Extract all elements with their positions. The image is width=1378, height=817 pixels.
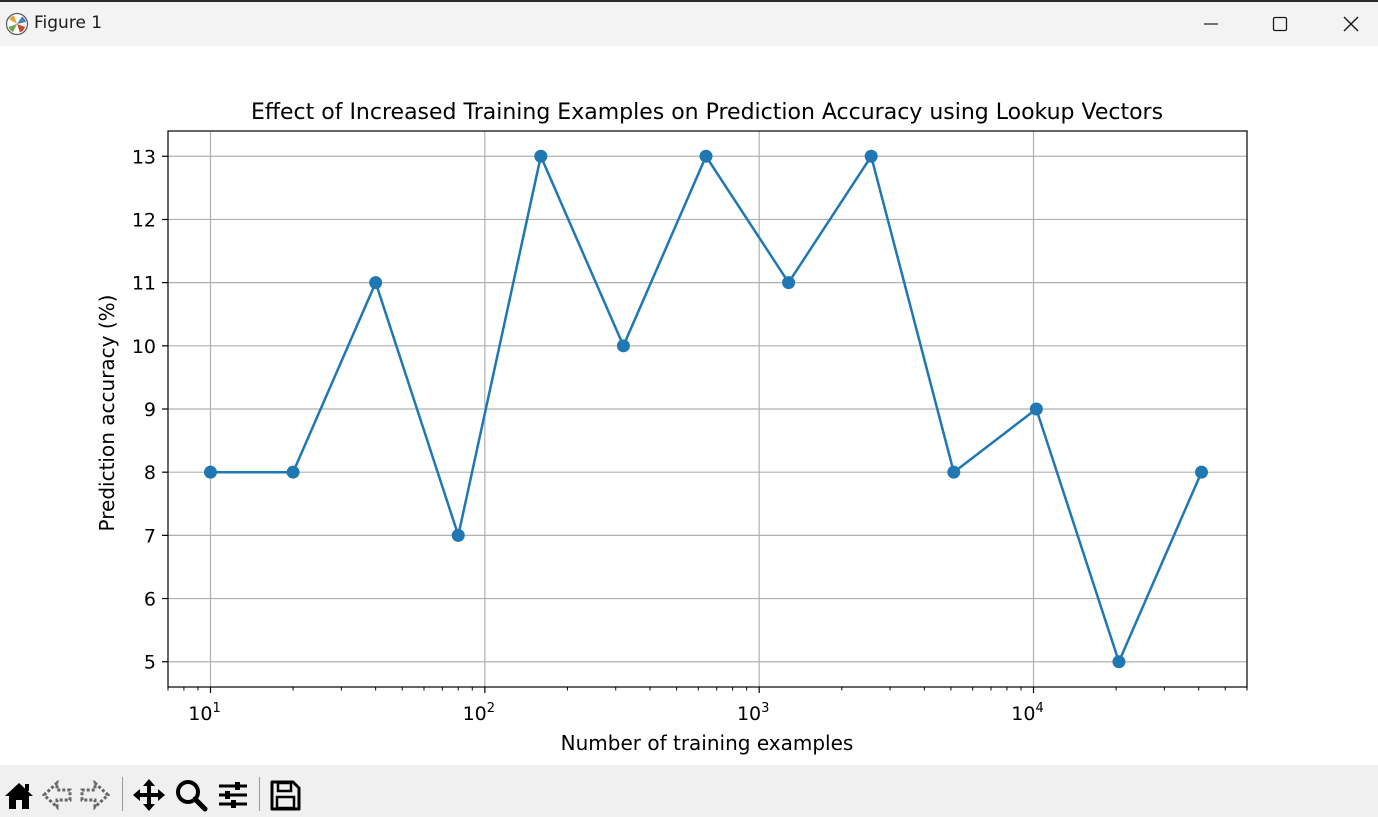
toolbar-separator [122, 777, 123, 811]
save-button[interactable] [266, 776, 304, 814]
home-icon [5, 783, 33, 809]
y-tick-label: 11 [132, 273, 156, 295]
data-point-marker [451, 528, 465, 542]
close-button[interactable] [1316, 2, 1378, 46]
chart-title: Effect of Increased Training Examples on… [251, 100, 1163, 125]
forward-arrow-icon [80, 779, 111, 811]
data-point-marker [1112, 655, 1126, 669]
data-point-marker [1195, 465, 1209, 479]
y-tick-label: 6 [144, 589, 156, 611]
pan-button[interactable] [130, 776, 168, 814]
y-axis-ticks: 5 6 7 8 9 10 11 12 13 [132, 146, 168, 674]
matplotlib-logo-icon [5, 12, 29, 36]
save-disk-icon [270, 780, 301, 811]
configure-subplots-icon [219, 782, 247, 808]
data-point-marker [1029, 402, 1043, 416]
x-axis-ticks: 101 102 103 104 [188, 687, 1044, 725]
window-titlebar: Figure 1 [0, 0, 1378, 46]
y-axis-label: Prediction accuracy (%) [95, 295, 119, 532]
data-point-marker [369, 276, 383, 290]
pan-move-icon [133, 779, 165, 811]
y-tick-label: 12 [132, 209, 156, 231]
data-point-marker [286, 465, 300, 479]
data-point-marker [864, 149, 878, 163]
x-minor-ticks [167, 687, 1248, 691]
y-tick-label: 10 [132, 336, 156, 358]
x-axis-label: Number of training examples [561, 731, 854, 755]
minimize-button[interactable] [1176, 2, 1246, 46]
data-point-marker [947, 465, 961, 479]
data-point-marker [782, 276, 796, 290]
data-point-marker [616, 339, 630, 353]
x-tick-label: 104 [1011, 701, 1043, 725]
figure-canvas[interactable]: Effect of Increased Training Examples on… [0, 46, 1378, 765]
back-button[interactable] [38, 776, 76, 814]
forward-button[interactable] [76, 776, 114, 814]
configure-subplots-button[interactable] [214, 776, 252, 814]
maximize-icon [1272, 16, 1288, 32]
plot-area-frame [167, 130, 1248, 688]
x-tick-label: 103 [737, 701, 769, 725]
zoom-magnifier-icon [176, 780, 208, 812]
y-tick-label: 7 [144, 525, 156, 547]
x-tick-label: 101 [188, 701, 220, 725]
back-arrow-icon [41, 779, 72, 811]
close-icon [1343, 16, 1359, 32]
y-tick-label: 13 [132, 146, 156, 168]
home-button[interactable] [0, 776, 38, 814]
y-tick-label: 5 [144, 652, 156, 674]
line-chart: Effect of Increased Training Examples on… [95, 100, 1248, 755]
data-point-marker [534, 149, 548, 163]
data-point-marker [203, 465, 217, 479]
x-tick-label: 102 [463, 701, 495, 725]
y-tick-label: 9 [144, 399, 156, 421]
y-tick-label: 8 [144, 462, 156, 484]
maximize-button[interactable] [1245, 2, 1315, 46]
grid-lines [168, 131, 1247, 687]
zoom-button[interactable] [172, 776, 210, 814]
data-markers [203, 149, 1209, 669]
toolbar-separator [259, 777, 260, 811]
window-title: Figure 1 [34, 13, 103, 33]
data-point-marker [699, 149, 713, 163]
minimize-icon [1204, 23, 1218, 25]
